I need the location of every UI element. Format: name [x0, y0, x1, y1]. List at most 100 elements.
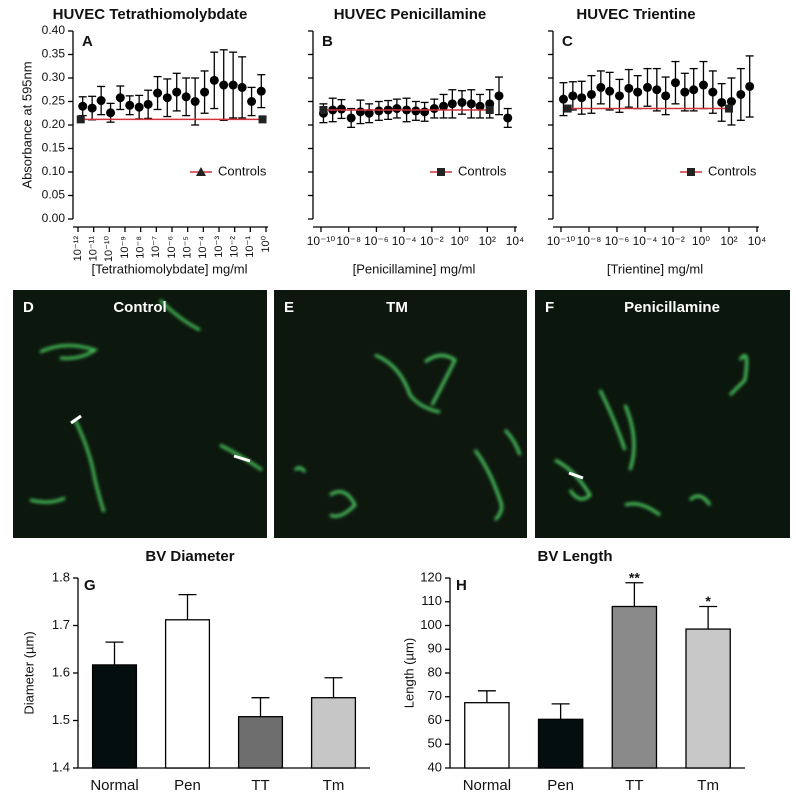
- scale-mark: [568, 471, 584, 480]
- point: [577, 93, 587, 103]
- point: [87, 103, 97, 113]
- y-tick-label: 120: [420, 569, 442, 584]
- panel-letter: C: [562, 33, 573, 50]
- point: [228, 80, 238, 90]
- y-tick-label: 80: [428, 664, 442, 679]
- point: [392, 104, 402, 114]
- point: [614, 91, 624, 101]
- point: [698, 80, 708, 90]
- x-tick-label: 10⁻¹⁰: [103, 235, 115, 262]
- x-tick-label: 10²: [720, 234, 737, 248]
- legend-label: Controls: [218, 163, 267, 178]
- point: [624, 83, 634, 93]
- point: [411, 106, 421, 116]
- y-tick-label: 1.6: [52, 664, 70, 679]
- point: [346, 113, 356, 123]
- x-tick-label: Tm: [323, 777, 345, 794]
- point: [558, 94, 568, 104]
- y-tick-label: 90: [428, 641, 442, 656]
- point: [475, 101, 485, 111]
- point: [106, 108, 116, 118]
- y-tick-label: 110: [421, 593, 442, 608]
- y-tick-label: 0.30: [42, 70, 66, 84]
- point: [725, 104, 733, 113]
- x-tick-label: 10⁻¹⁰: [547, 234, 576, 248]
- point: [680, 87, 690, 97]
- x-tick-label: 10⁻⁴: [197, 236, 209, 259]
- chart-title: BV Length: [538, 548, 613, 565]
- x-tick-label: 10⁻¹¹: [88, 236, 100, 262]
- y-tick-label: 70: [428, 688, 442, 703]
- significance-mark: **: [629, 569, 640, 585]
- panel-title: Penicillamine: [624, 299, 720, 316]
- y-tick-label: 0.20: [42, 117, 66, 131]
- panel-letter: D: [23, 299, 34, 316]
- panel-letter: G: [84, 577, 96, 594]
- x-tick-label: 10⁻⁸: [135, 236, 147, 259]
- y-tick-label: 1.4: [52, 759, 70, 774]
- point: [642, 82, 652, 92]
- point: [717, 97, 727, 107]
- y-axis-label: Absorbance at 595nm: [19, 61, 34, 188]
- point: [200, 87, 210, 97]
- point: [153, 88, 163, 98]
- legend-marker: [437, 168, 445, 176]
- x-tick-label: 10⁻¹⁰: [307, 234, 336, 248]
- point: [172, 87, 182, 97]
- x-tick-label: 10⁻²: [661, 234, 685, 248]
- x-tick-label: 10⁻⁴: [633, 234, 658, 248]
- x-tick-label: Normal: [463, 777, 511, 794]
- panel-letter: A: [82, 33, 93, 50]
- x-tick-label: 10⁻⁶: [364, 234, 389, 248]
- y-axis-label: Length (µm): [401, 638, 416, 708]
- bar: [611, 605, 658, 769]
- point: [374, 106, 384, 116]
- point: [258, 115, 267, 124]
- panel-title: Control: [113, 299, 166, 316]
- point: [605, 86, 615, 96]
- y-tick-label: 60: [428, 712, 442, 727]
- y-tick-label: 50: [428, 736, 442, 751]
- point: [568, 91, 578, 101]
- point: [652, 85, 662, 95]
- point: [355, 107, 365, 117]
- point: [143, 99, 153, 109]
- x-tick-label: 10⁻⁸: [336, 234, 361, 248]
- chart-title: HUVEC Penicillamine: [334, 6, 487, 23]
- vessels: [554, 354, 749, 517]
- x-axis-label: [Trientine] mg/ml: [607, 261, 703, 276]
- point: [736, 89, 746, 99]
- vessels: [293, 353, 522, 522]
- panel-letter: E: [284, 299, 294, 316]
- micrograph-d: D Control: [13, 290, 267, 538]
- x-tick-label: 10⁰: [692, 234, 710, 248]
- bar: [164, 619, 211, 769]
- point: [708, 87, 718, 97]
- image-background: [535, 290, 790, 538]
- panel-letter: B: [322, 33, 333, 50]
- x-tick-label: 10⁻¹: [244, 236, 256, 258]
- scale-mark: [70, 414, 82, 425]
- point: [78, 101, 88, 111]
- point: [689, 85, 699, 95]
- point: [726, 97, 736, 106]
- legend-label: Controls: [458, 163, 507, 178]
- x-tick-label: 10⁻⁴: [392, 234, 417, 248]
- point: [457, 97, 467, 107]
- significance-mark: *: [705, 593, 711, 609]
- legend-marker: [196, 167, 206, 176]
- x-tick-label: 10⁰: [260, 235, 272, 252]
- point: [115, 93, 125, 103]
- bar: [537, 718, 584, 769]
- chart-title: HUVEC Tetrathiomolybdate: [53, 6, 248, 23]
- y-tick-label: 1.8: [52, 569, 70, 584]
- legend-marker: [687, 168, 695, 176]
- x-tick-label: 10⁻⁹: [119, 236, 131, 259]
- bar: [310, 697, 357, 769]
- panel-letter: F: [545, 299, 554, 316]
- x-tick-label: Tm: [697, 777, 719, 794]
- point: [76, 115, 85, 124]
- image-background: [274, 290, 527, 538]
- point: [494, 91, 504, 101]
